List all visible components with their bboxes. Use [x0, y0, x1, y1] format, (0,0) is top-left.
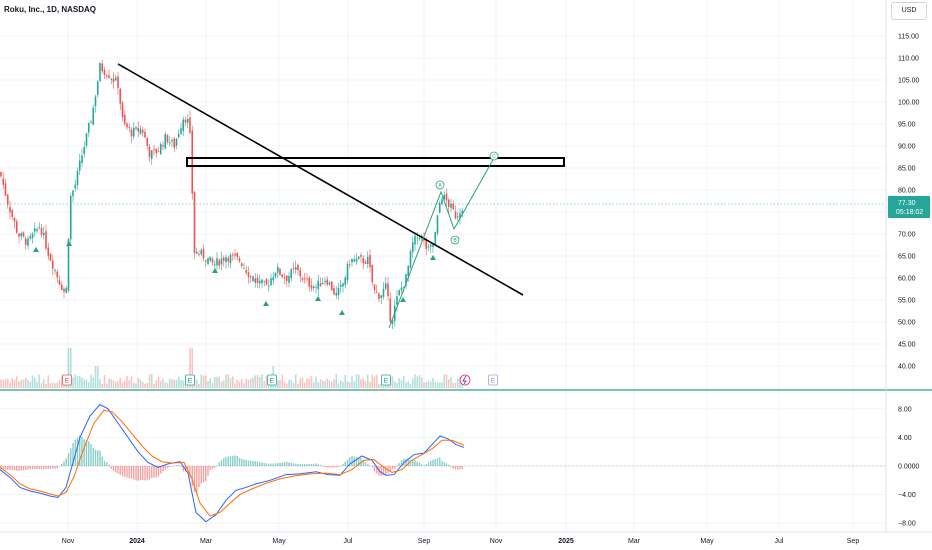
price-tick-label: 115.00 — [898, 34, 919, 41]
wave-label-b: B — [450, 235, 460, 245]
last-price-tag: 77.30 05:18:02 — [888, 196, 930, 218]
price-tick-label: 100.00 — [898, 100, 920, 107]
price-tick-label: 110.00 — [898, 56, 919, 63]
macd-histogram — [0, 435, 463, 494]
signal-line — [0, 409, 465, 517]
time-tick-label: May — [700, 538, 714, 545]
earnings-label: E — [491, 378, 496, 385]
resistance-rectangle[interactable] — [186, 157, 565, 167]
price-tick-label: 65.00 — [898, 254, 916, 261]
signal-markers — [33, 241, 436, 315]
currency-button[interactable]: USD — [891, 2, 927, 20]
macd-tick-label: 0.0000 — [898, 464, 920, 471]
price-axis[interactable]: 115.00 110.00 105.00 100.00 95.00 90.00 85.00 8… — [898, 34, 920, 371]
price-tick-label: 70.00 — [898, 232, 916, 239]
grid — [0, 0, 886, 532]
time-tick-label: Sep — [847, 538, 860, 545]
macd-tick-label: −4.00 — [898, 492, 916, 499]
price-tick-label: 95.00 — [898, 122, 916, 129]
macd-axis[interactable]: 8.00 4.00 0.0000 −4.00 −8.00 — [898, 406, 920, 527]
wave-projection[interactable] — [388, 157, 495, 329]
earnings-label: E — [270, 378, 275, 385]
macd-tick-label: −8.00 — [898, 521, 916, 528]
wave-label-a-text: A — [438, 183, 442, 189]
price-tick-label: 105.00 — [898, 78, 920, 85]
earnings-label: E — [188, 378, 193, 385]
price-tick-label: 50.00 — [898, 320, 916, 327]
time-tick-label: Mar — [628, 538, 641, 545]
time-axis[interactable]: Nov 2024 Mar May Jul Sep Nov 2025 Mar May Jul Sep — [62, 538, 860, 545]
earnings-label: E — [65, 378, 70, 385]
bar-countdown: 05:18:02 — [896, 209, 923, 216]
macd-line — [0, 403, 465, 523]
time-tick-label: Jul — [344, 538, 353, 545]
time-tick-label: Mar — [200, 538, 213, 545]
drawings: A B C — [117, 63, 565, 329]
price-tick-label: 55.00 — [898, 298, 916, 305]
wave-label-c: C — [489, 151, 499, 161]
time-tick-label: 2024 — [129, 538, 145, 545]
wave-label-c-text: C — [492, 154, 496, 160]
symbol-title[interactable]: Roku, Inc., 1D, NASDAQ — [4, 5, 97, 14]
wave-label-a: A — [435, 180, 445, 190]
price-tick-label: 80.00 — [898, 188, 916, 195]
price-tick-label: 85.00 — [898, 166, 916, 173]
time-tick-label: May — [272, 538, 286, 545]
last-price-value: 77.30 — [898, 200, 916, 207]
price-tick-label: 45.00 — [898, 342, 916, 349]
time-tick-label: 2025 — [558, 538, 574, 545]
wave-label-b-text: B — [453, 238, 457, 244]
time-tick-label: Sep — [418, 538, 431, 545]
time-tick-label: Jul — [775, 538, 784, 545]
macd-tick-label: 8.00 — [898, 406, 912, 413]
price-tick-label: 40.00 — [898, 364, 916, 371]
earnings-label: E — [384, 378, 389, 385]
price-tick-label: 60.00 — [898, 276, 916, 283]
price-candles — [0, 59, 464, 330]
macd-tick-label: 4.00 — [898, 435, 912, 442]
time-tick-label: Nov — [490, 538, 503, 545]
time-tick-label: Nov — [62, 538, 75, 545]
price-tick-label: 90.00 — [898, 144, 916, 151]
descending-trendline[interactable] — [117, 63, 524, 296]
volume-bars — [0, 348, 464, 388]
